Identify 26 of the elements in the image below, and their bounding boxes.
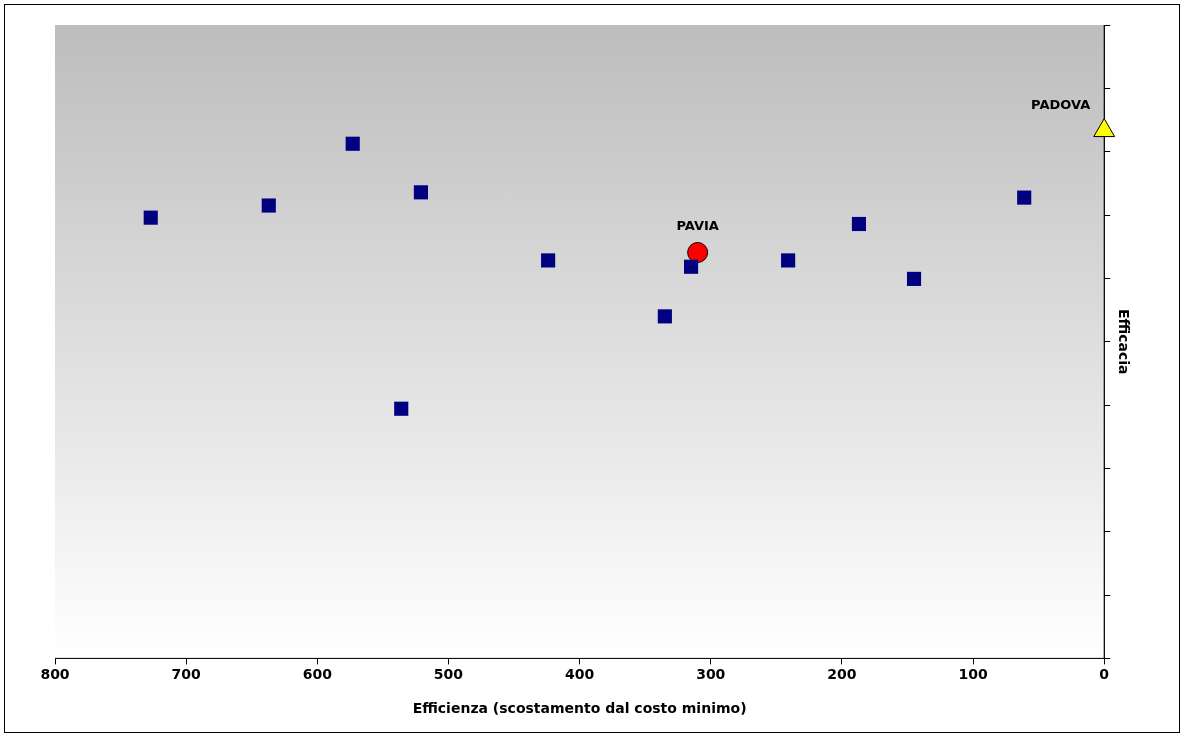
point [345,136,360,151]
x-tick-label: 300 [696,666,726,683]
x-axis-title: Efficienza (scostamento dal costo minimo) [412,700,747,717]
point [906,271,922,286]
point [413,185,428,200]
point [541,253,556,268]
x-tick-label: 0 [1099,666,1110,683]
x-tick-label: 700 [171,666,202,683]
point [851,216,867,232]
x-tick-label: 600 [302,666,333,683]
series-label: PAVIA [676,218,719,234]
x-tick-label: 500 [433,666,464,683]
point [261,198,276,213]
point [143,210,158,225]
x-tick-label: 200 [827,666,857,683]
x-tick-label: 800 [40,666,70,683]
point [394,401,409,416]
series-label: PADOVA [1031,96,1091,112]
y-axis-title: Efficacia [1115,308,1132,375]
point [687,242,709,263]
point [1017,190,1032,205]
point [684,259,699,274]
x-tick-label: 400 [564,666,595,683]
x-tick-label: 100 [958,666,988,683]
point [657,309,672,324]
point [781,253,796,268]
